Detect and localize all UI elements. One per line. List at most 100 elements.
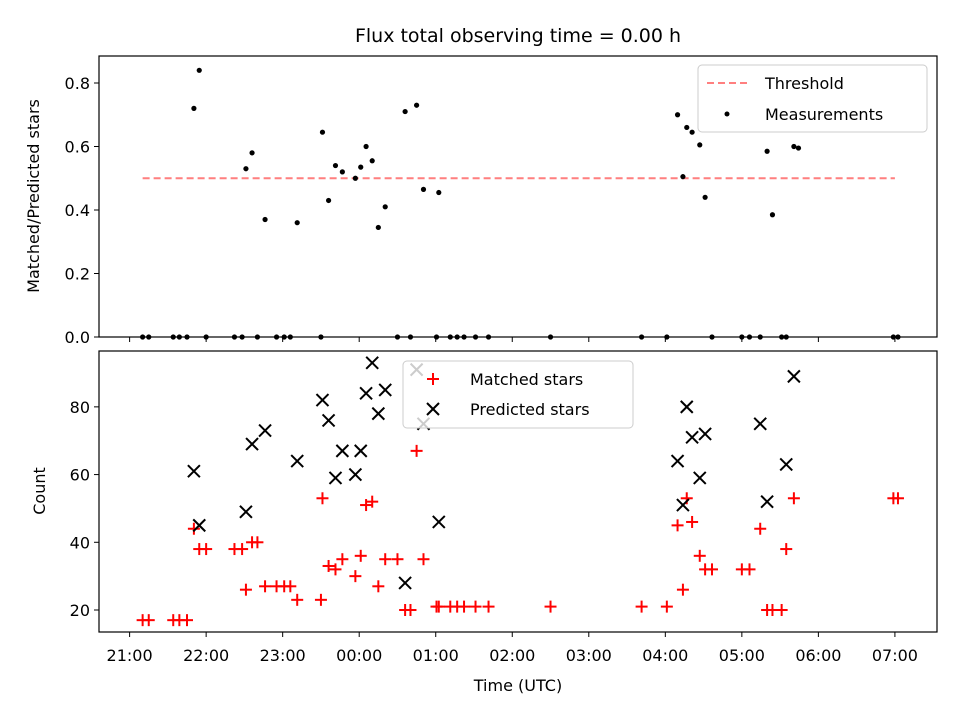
matched-point [743,563,756,576]
predicted-point [258,423,272,438]
measurement-point [332,162,339,169]
x-tick-label: 21:00 [107,646,153,665]
matched-point [142,614,155,627]
x-tick-label: 00:00 [336,646,382,665]
x-tick-label: 22:00 [183,646,229,665]
y-tick-label: 0.6 [65,137,90,156]
bottom-x-axis: 21:00 22:00 23:00 00:00 01:00 02:00 03:00 04:00… [107,632,918,665]
x-tick-label: 06:00 [795,646,841,665]
measurement-point [243,166,249,172]
matched-point [291,593,304,606]
matched-point [239,583,252,596]
top-legend: Threshold Measurements [697,64,928,133]
bottom-y-axis-label: Count [30,467,49,515]
top-legend-box [697,64,928,133]
matched-point [251,536,264,549]
y-tick-label: 20 [70,601,90,620]
predicted-point [432,515,446,529]
matched-point [417,553,430,566]
chart-title: Flux total observing time = 0.00 h [355,25,681,47]
predicted-point [290,454,304,468]
measurement-point [262,216,268,223]
matched-point [360,499,373,512]
y-tick-label: 0.4 [65,201,90,220]
predicted-point [378,383,392,397]
predicted-point [787,369,801,384]
predicted-point [670,454,685,468]
measurement-point [375,224,381,231]
matched-point [660,600,673,613]
matched-point [314,593,327,606]
top-y-axis: 0.0 0.2 0.4 0.6 0.8 [65,74,99,347]
matched-point [458,600,471,613]
matched-point [372,580,385,593]
measurement-point [413,102,420,108]
measurement-point [791,143,797,150]
legend-predicted-swatch [426,402,440,416]
measurement-point [191,105,197,111]
measurement-point [702,194,708,200]
measurement-point [363,143,369,150]
measurement-point [325,197,332,204]
matched-point [671,519,684,532]
predicted-point [348,467,363,482]
matched-point [754,522,767,535]
bottom-legend-box [402,360,634,429]
top-axes-frame [98,55,938,338]
bottom-y-axis: 20 40 60 80 [70,398,99,620]
ratio-panel: Flux total observing time = 0.00 h Match… [24,25,938,347]
measurement-point [680,174,686,180]
matched-point [322,559,335,572]
series-measurements [140,67,901,340]
x-tick-label: 23:00 [260,646,306,665]
predicted-point [245,437,259,451]
bottom-plot-area [136,356,904,627]
legend-predicted-label: Predicted stars [470,400,590,419]
measurement-point [339,169,345,175]
series-matched-stars [136,444,904,627]
measurement-point [769,212,776,218]
measurement-point [697,142,703,148]
measurement-point [319,129,326,135]
matched-point [259,580,272,593]
matched-point [391,553,404,566]
matched-point [693,549,706,562]
matched-point [284,580,297,593]
matched-point [676,583,689,596]
y-tick-label: 0.8 [65,74,90,93]
matched-point [349,570,362,583]
predicted-point [398,576,412,590]
legend-matched-swatch [427,373,439,385]
top-y-axis-label: Matched/Predicted stars [24,99,43,293]
matched-point [686,515,699,528]
matched-point [787,492,800,505]
measurement-point [249,150,255,156]
y-tick-label: 0.2 [65,264,90,283]
predicted-point [321,413,336,428]
predicted-point [335,444,350,458]
matched-point [469,600,482,613]
count-panel: Count Time (UTC) 20 40 60 80 21:00 22:00 23:0… [30,350,938,695]
matched-point [336,553,349,566]
matched-point [329,563,342,576]
legend-measurements-label: Measurements [765,105,883,124]
predicted-point [359,386,373,401]
predicted-point [365,356,379,370]
matched-point [706,563,719,576]
predicted-point [698,427,712,441]
predicted-point [693,471,707,485]
x-tick-label: 02:00 [489,646,535,665]
matched-point [354,549,367,562]
y-tick-label: 80 [70,398,90,417]
predicted-point [676,498,690,512]
matched-point [366,495,379,508]
top-plot-area [140,67,901,340]
x-tick-label: 07:00 [872,646,918,665]
predicted-point [354,444,368,458]
measurement-point [420,186,427,192]
measurement-point [402,108,408,115]
legend-measurements-swatch [724,111,730,117]
measurement-point [294,220,300,226]
matched-point [316,492,329,505]
